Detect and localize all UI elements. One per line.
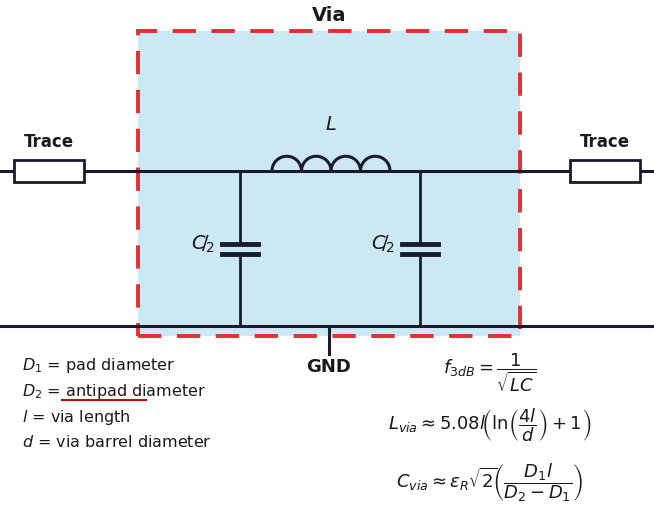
Text: Via: Via	[312, 6, 346, 25]
Text: $f_{3dB} = \dfrac{1}{\sqrt{LC}}$: $f_{3dB} = \dfrac{1}{\sqrt{LC}}$	[443, 352, 536, 394]
FancyBboxPatch shape	[138, 31, 520, 336]
Text: $l$ = via length: $l$ = via length	[22, 408, 131, 427]
Text: $d$ = via barrel diameter: $d$ = via barrel diameter	[22, 434, 212, 450]
Text: $L_{via} \approx 5.08l\!\left(\ln\!\left(\dfrac{4l}{d}\right)+1\right)$: $L_{via} \approx 5.08l\!\left(\ln\!\left…	[388, 406, 592, 444]
Bar	[14, 160, 84, 182]
Text: $C_{via} \approx \varepsilon_R\sqrt{2}\!\left(\dfrac{D_1 l}{D_2 - D_1}\right)$: $C_{via} \approx \varepsilon_R\sqrt{2}\!…	[396, 462, 584, 504]
Text: $C\!/\!_2$: $C\!/\!_2$	[191, 234, 214, 255]
Text: $D_1$ = pad diameter: $D_1$ = pad diameter	[22, 356, 175, 375]
Text: $D_2$ = antipad diameter: $D_2$ = antipad diameter	[22, 382, 206, 401]
Text: $C\!/\!_2$: $C\!/\!_2$	[371, 234, 394, 255]
Bar	[570, 160, 640, 182]
Text: $L$: $L$	[325, 115, 337, 134]
Text: Trace: Trace	[580, 133, 630, 151]
Text: GND: GND	[307, 358, 351, 376]
Text: Trace: Trace	[24, 133, 74, 151]
